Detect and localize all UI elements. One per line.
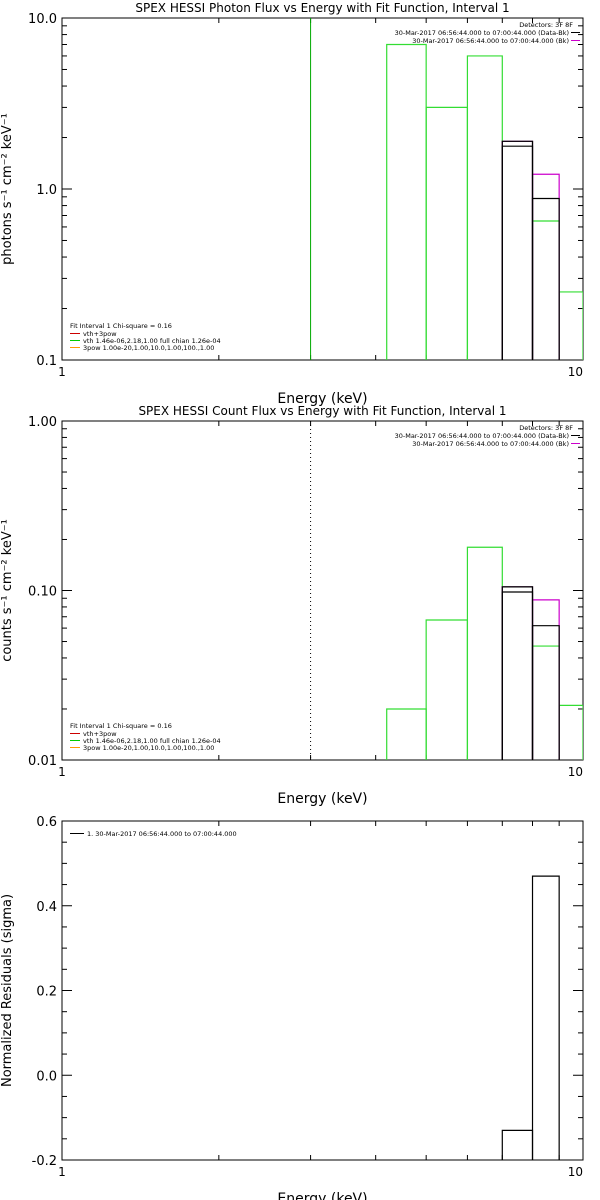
x-tick-label: 1 [58, 365, 66, 379]
histogram-bin [501, 591, 534, 760]
legend-entry: 30-Mar-2017 06:56:44.000 to 07:00:44.000… [395, 29, 569, 37]
legend-entry: 30-Mar-2017 06:56:44.000 to 07:00:44.000… [412, 37, 569, 45]
x-axis-label: Energy (keV) [277, 391, 367, 407]
fit-entry: 3pow 1.00e-20,1.00,10.0,1.00,100.,1.00 [83, 744, 214, 752]
x-tick-label: 1 [58, 765, 66, 779]
histogram-bin [501, 140, 534, 360]
histogram-bin [425, 106, 469, 360]
y-tick-label: 10.0 [28, 12, 57, 27]
x-tick-label: 1 [58, 1165, 66, 1179]
histogram-bin [466, 546, 503, 760]
fit-entry: vth 1.46e-06,2.18,1.00 full chian 1.26e-… [83, 737, 221, 745]
histogram-bin [501, 140, 534, 360]
histogram-bin [531, 625, 560, 760]
histogram-bin [531, 599, 560, 760]
series-2 [501, 140, 560, 360]
fit-entry: vth 1.46e-06,2.18,1.00 full chian 1.26e-… [83, 337, 221, 345]
x-tick-label: 10 [568, 365, 583, 379]
chart-panel-2: SPEX HESSI Count Flux vs Energy with Fit… [0, 404, 584, 807]
histogram-bin [558, 704, 583, 760]
histogram-bin [531, 197, 560, 360]
series-1 [501, 875, 560, 1160]
histogram-bin [501, 140, 534, 360]
fit-entry: vth+3pow [83, 730, 117, 738]
histogram-bin [501, 586, 534, 760]
series-3 [501, 140, 560, 360]
y-axis-label: photons s⁻¹ cm⁻² keV⁻¹ [0, 113, 15, 265]
y-axis-label: Normalized Residuals (sigma) [0, 894, 15, 1087]
histogram-bin [531, 173, 560, 360]
histogram-bin [501, 1129, 534, 1160]
legend-entry: 30-Mar-2017 06:56:44.000 to 07:00:44.000… [412, 440, 569, 448]
fit-header: Fit Interval 1 Chi-square = 0.16 [70, 322, 172, 330]
series-1 [386, 43, 583, 360]
legend-entry: 30-Mar-2017 06:56:44.000 to 07:00:44.000… [395, 432, 569, 440]
x-minor-ticks [218, 18, 560, 360]
y-tick-label: 0.2 [36, 985, 57, 1000]
histogram-bin [501, 586, 534, 760]
y-ticks [62, 820, 583, 1161]
y-tick-label: 0.10 [28, 585, 57, 600]
x-axis-label: Energy (keV) [277, 791, 367, 807]
y-tick-label: 0.0 [36, 1069, 57, 1084]
y-tick-label: 1.0 [36, 183, 57, 198]
plot-frame [61, 420, 584, 761]
legend-header: Detectors: 3F 8F [519, 21, 573, 29]
chart-title: SPEX HESSI Count Flux vs Energy with Fit… [138, 404, 506, 418]
fit-entry: 3pow 1.00e-20,1.00,10.0,1.00,100.,1.00 [83, 344, 214, 352]
fit-header: Fit Interval 1 Chi-square = 0.16 [70, 722, 172, 730]
plot-frame [61, 17, 584, 361]
y-ticks [62, 25, 583, 310]
x-minor-ticks [218, 821, 560, 1160]
data-layer [501, 875, 560, 1160]
histogram-bin [558, 291, 583, 360]
histogram-bin [386, 708, 427, 760]
fit-entry: vth+3pow [83, 330, 117, 338]
y-tick-label: 1.00 [28, 415, 57, 430]
histogram-bin [501, 586, 534, 760]
series-1 [386, 546, 583, 760]
histogram-bin [531, 645, 560, 760]
x-axis-label: Energy (keV) [277, 1191, 367, 1200]
histogram-bin [531, 875, 560, 1160]
chart-panel-1: SPEX HESSI Photon Flux vs Energy with Fi… [0, 1, 584, 407]
y-tick-label: 0.6 [36, 815, 57, 830]
plot-frame [61, 820, 584, 1161]
histogram-bin [386, 43, 427, 360]
legend-header: Detectors: 3F 8F [519, 424, 573, 432]
y-ticks [62, 428, 583, 710]
legend-entry: 1. 30-Mar-2017 06:56:44.000 to 07:00:44.… [87, 830, 237, 838]
y-tick-label: 0.4 [36, 900, 57, 915]
y-tick-label: 0.01 [28, 754, 57, 769]
y-tick-label: 0.1 [36, 354, 57, 369]
chart-title: SPEX HESSI Photon Flux vs Energy with Fi… [135, 1, 509, 15]
histogram-bin [501, 145, 534, 360]
x-tick-label: 10 [568, 765, 583, 779]
y-axis-label: counts s⁻¹ cm⁻² keV⁻¹ [0, 519, 15, 662]
series-2 [501, 586, 560, 760]
data-layer [386, 546, 583, 760]
x-tick-label: 10 [568, 1165, 583, 1179]
data-layer [386, 43, 583, 360]
histogram-bin [531, 220, 560, 360]
histogram-bin [466, 55, 503, 360]
y-tick-label: -0.2 [32, 1154, 57, 1169]
chart-panel-3: 1 10 Energy (keV) -0.2 0.0 0.2 0.4 0.6 Normalize… [0, 815, 584, 1200]
histogram-bin [425, 619, 469, 760]
series-3 [501, 586, 560, 760]
